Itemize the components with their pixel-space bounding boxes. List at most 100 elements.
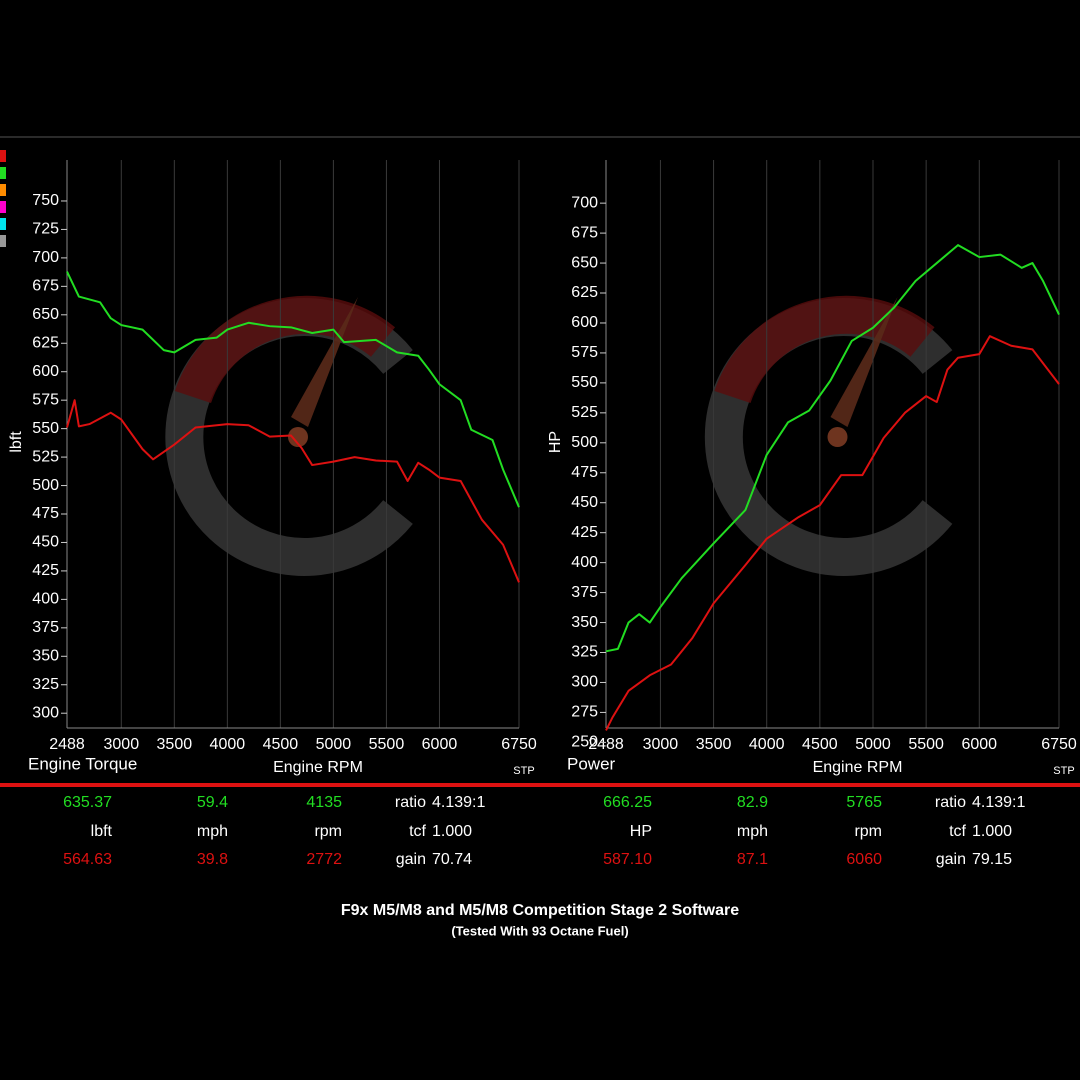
y-tick-label: 525 (32, 448, 59, 465)
watermark (288, 427, 308, 447)
watermark (714, 295, 935, 404)
readout: 1.000 (432, 823, 472, 840)
readout: 70.74 (432, 851, 472, 868)
readout: gain (936, 851, 966, 868)
y-tick-label: 650 (32, 306, 59, 323)
x-tick-label: 5500 (908, 736, 944, 753)
swatch (0, 235, 6, 247)
y-axis-label: HP (547, 431, 564, 453)
chart-title: Engine Torque (28, 754, 137, 773)
y-tick-label: 600 (571, 314, 598, 331)
readout: 82.9 (737, 794, 768, 811)
swatch (0, 218, 6, 230)
x-tick-label: 2488 (49, 736, 85, 753)
y-tick-label: 325 (571, 644, 598, 661)
y-tick-label: 675 (571, 224, 598, 241)
footer-title: F9x M5/M8 and M5/M8 Competition Stage 2 … (341, 902, 739, 919)
y-tick-label: 375 (571, 584, 598, 601)
readout: tcf (949, 823, 966, 840)
watermark (830, 297, 898, 427)
y-tick-label: 625 (571, 284, 598, 301)
x-tick-label: 6000 (422, 736, 458, 753)
y-tick-label: 450 (32, 534, 59, 551)
x-tick-label: 3500 (157, 736, 193, 753)
x-tick-label: 3000 (643, 736, 679, 753)
readout: 666.25 (603, 794, 652, 811)
readout: 635.37 (63, 794, 112, 811)
watermark (827, 427, 848, 447)
y-tick-label: 250 (571, 734, 598, 751)
readout: 587.10 (603, 851, 652, 868)
readout: rpm (854, 823, 882, 840)
data-line (66, 399, 520, 583)
y-tick-label: 500 (571, 434, 598, 451)
y-tick-label: 550 (571, 374, 598, 391)
y-tick-label: 475 (32, 505, 59, 522)
x-tick-label: 4500 (263, 736, 299, 753)
y-tick-label: 300 (571, 674, 598, 691)
data-line (605, 244, 1060, 653)
readout: 6060 (846, 851, 882, 868)
data-line (66, 271, 520, 508)
y-tick-label: 700 (571, 194, 598, 211)
run-swatches (0, 150, 6, 247)
x-tick-label: 4000 (210, 736, 246, 753)
y-tick-label: 650 (571, 254, 598, 271)
y-tick-label: 375 (32, 619, 59, 636)
y-tick-label: 550 (32, 420, 59, 437)
x-tick-label: 6750 (1041, 736, 1077, 753)
y-tick-label: 675 (32, 278, 59, 295)
y-tick-label: 325 (32, 676, 59, 693)
readout: 4.139:1 (972, 794, 1025, 811)
x-tick-label: 4500 (802, 736, 838, 753)
y-tick-label: 700 (32, 249, 59, 266)
y-tick-label: 425 (32, 562, 59, 579)
swatch (0, 167, 6, 179)
swatch (0, 184, 6, 196)
y-tick-label: 400 (571, 554, 598, 571)
readout: 4.139:1 (432, 794, 485, 811)
footer-subtitle: (Tested With 93 Octane Fuel) (451, 923, 628, 938)
readout: tcf (409, 823, 426, 840)
y-tick-label: 450 (571, 494, 598, 511)
y-tick-label: 350 (32, 648, 59, 665)
watermark (291, 297, 358, 427)
readout: ratio (395, 794, 426, 811)
readout: HP (630, 823, 652, 840)
corner-label: STP (1053, 765, 1074, 777)
y-tick-label: 725 (32, 221, 59, 238)
x-tick-label: 5000 (316, 736, 352, 753)
y-tick-label: 350 (571, 614, 598, 631)
y-tick-label: 300 (32, 704, 59, 721)
readout: ratio (935, 794, 966, 811)
x-tick-label: 3500 (696, 736, 732, 753)
y-tick-label: 425 (571, 524, 598, 541)
x-tick-label: 5000 (855, 736, 891, 753)
y-tick-label: 500 (32, 477, 59, 494)
readout: lbft (91, 823, 113, 840)
y-tick-label: 525 (571, 404, 598, 421)
x-axis-label: Engine RPM (813, 759, 903, 776)
swatch (0, 150, 6, 162)
readout: 39.8 (197, 851, 228, 868)
readout: 564.63 (63, 851, 112, 868)
y-tick-label: 625 (32, 334, 59, 351)
readout: 87.1 (737, 851, 768, 868)
y-tick-label: 400 (32, 591, 59, 608)
y-tick-label: 575 (32, 391, 59, 408)
swatch (0, 201, 6, 213)
readout: 59.4 (197, 794, 228, 811)
x-tick-label: 6750 (501, 736, 537, 753)
x-tick-label: 2488 (588, 736, 624, 753)
y-tick-label: 475 (571, 464, 598, 481)
corner-label: STP (513, 765, 534, 777)
y-tick-label: 575 (571, 344, 598, 361)
chart-title: Power (567, 754, 616, 773)
y-tick-label: 750 (32, 192, 59, 209)
readout: 5765 (846, 794, 882, 811)
readout: 4135 (306, 794, 342, 811)
x-tick-label: 3000 (104, 736, 140, 753)
x-tick-label: 5500 (369, 736, 405, 753)
